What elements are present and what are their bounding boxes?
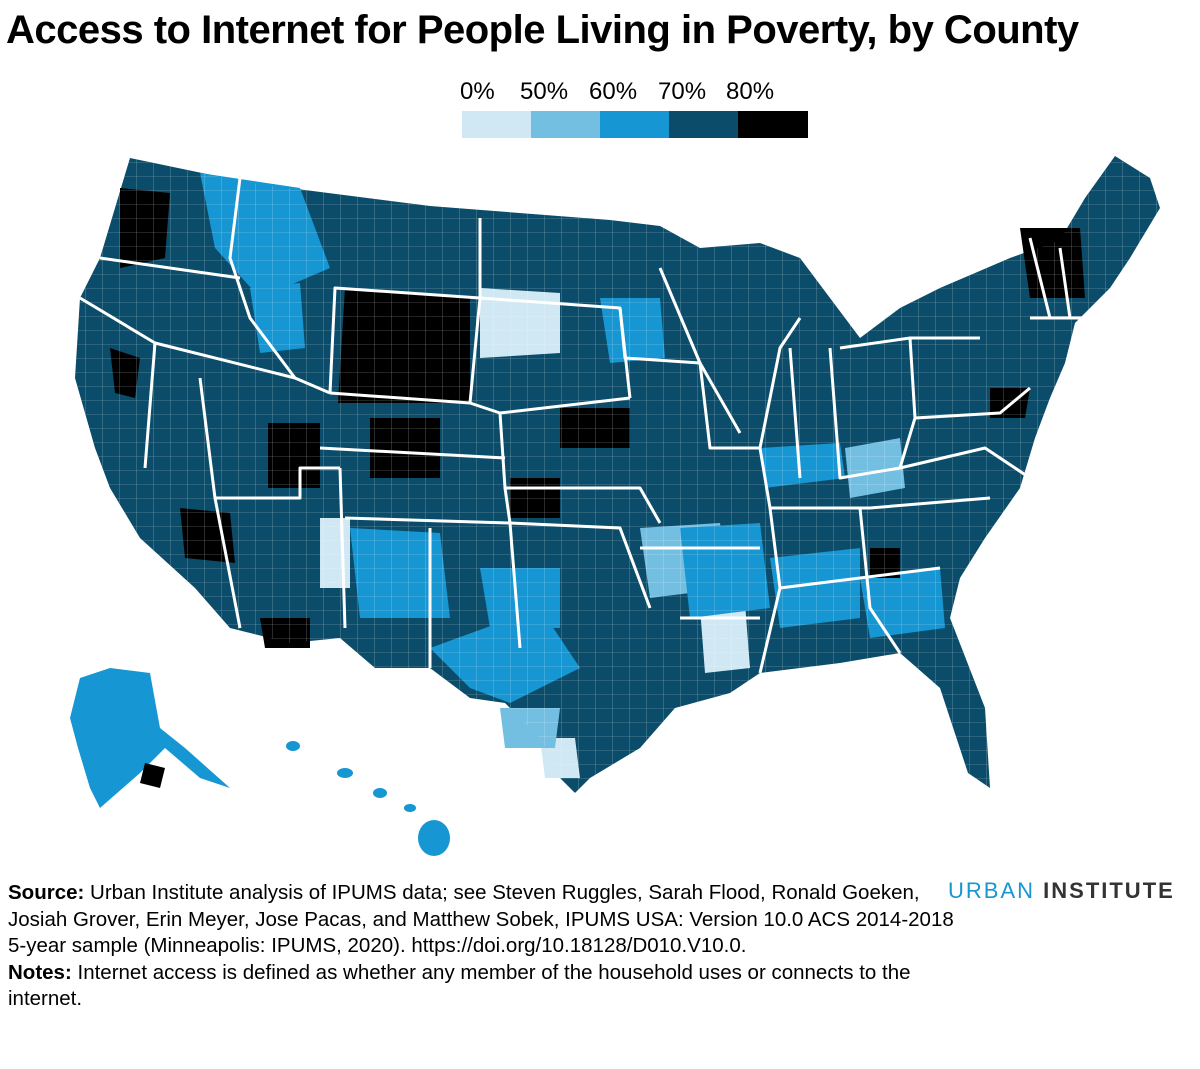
legend-swatch-1 <box>531 111 600 138</box>
legend-label-80: 80% <box>726 78 775 105</box>
source-paragraph: Source: Urban Institute analysis of IPUM… <box>8 880 968 960</box>
brand-word-institute: INSTITUTE <box>1043 878 1175 903</box>
chart-title: Access to Internet for People Living in … <box>6 8 1079 52</box>
notes-text: Internet access is defined as whether an… <box>8 960 911 1011</box>
legend-swatch-4 <box>738 111 808 138</box>
color-legend: 0% 50% 60% 70% 80% <box>460 78 812 140</box>
legend-swatch-2 <box>600 111 669 138</box>
source-notes: Source: Urban Institute analysis of IPUM… <box>8 880 968 1013</box>
source-label: Source: <box>8 881 85 904</box>
alaska <box>70 668 230 808</box>
us-county-map <box>70 156 1160 856</box>
source-text: Urban Institute analysis of IPUMS data; … <box>8 881 954 957</box>
legend-label-50: 50% <box>520 78 569 105</box>
hawaii <box>286 741 450 856</box>
legend-swatch-3 <box>669 111 738 138</box>
county-texture <box>75 156 1160 793</box>
legend-label-70: 70% <box>658 78 707 105</box>
brand-word-urban: URBAN <box>948 878 1036 903</box>
legend-label-60: 60% <box>589 78 638 105</box>
urban-institute-logo: URBAN INSTITUTE <box>948 878 1175 904</box>
notes-label: Notes: <box>8 960 72 984</box>
notes-paragraph: Notes: Internet access is defined as whe… <box>8 960 968 1013</box>
legend-label-0: 0% <box>460 78 495 105</box>
legend-swatch-0 <box>462 111 531 138</box>
state-borders <box>79 177 1110 674</box>
